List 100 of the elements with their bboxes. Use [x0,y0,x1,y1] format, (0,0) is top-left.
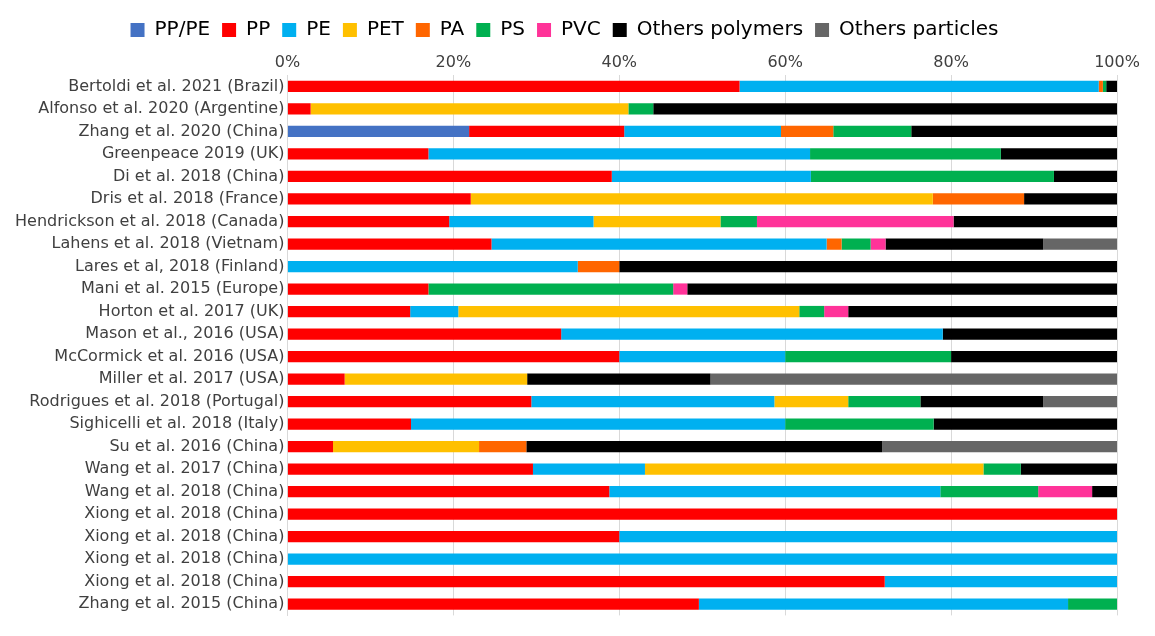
bar [287,418,412,430]
bar [810,148,1001,160]
bar [287,485,610,498]
bar [577,260,620,273]
legend-label: PVC [561,16,601,41]
y-tick-label: Bertoldi et al. 2021 (Brazil) [68,75,285,95]
y-tick-label: Alfonso et al. 2020 (Argentine) [38,98,285,118]
bar [644,463,984,475]
y-tick-label: Xiong et al. 2018 (China) [84,525,285,545]
bar [824,305,849,318]
bar [411,418,786,430]
bar [1106,80,1117,93]
bar [287,463,533,475]
bar [848,305,1117,318]
bar [1020,463,1117,475]
bar [774,395,849,408]
bar [527,373,711,385]
bar [1053,170,1117,183]
bar [698,598,1069,610]
bar [287,283,429,295]
bar [1038,485,1093,498]
y-tick-label: Sighicelli et al. 2018 (Italy) [69,413,285,433]
bar [609,485,941,498]
bar [785,350,952,363]
bar [611,170,811,183]
y-tick-label: Su et al. 2016 (China) [109,435,285,455]
y-tick-label: Wang et al. 2018 (China) [84,480,285,500]
bar [532,463,645,475]
y-tick-label: Hendrickson et al. 2018 (Canada) [15,210,285,230]
bar [428,148,811,160]
x-tick-label: 100% [1094,51,1140,71]
legend-label: PE [306,16,331,41]
bar [287,103,311,115]
bar [848,395,921,408]
x-tick-label: 60% [767,51,803,71]
legend-label: PET [366,16,405,41]
bar [410,305,459,318]
bar [911,125,1117,138]
bar [720,215,757,228]
y-tick-label: Greenpeace 2019 (UK) [101,143,285,163]
bar [619,530,1117,543]
bar [940,485,1039,498]
bar [287,598,699,610]
bar [1068,598,1117,610]
bar [287,328,562,340]
bar [1000,148,1117,160]
bar [458,305,800,318]
bar [287,530,620,543]
bar [624,125,782,138]
bar [687,283,1117,295]
bar [1024,193,1117,205]
bar [942,328,1117,340]
bar [287,440,334,453]
y-tick-label: Mani et al. 2015 (Europe) [80,278,285,298]
bar [885,238,1044,250]
bar [841,238,871,250]
bar [287,170,612,183]
legend-label: Others particles [839,16,999,41]
bar [333,440,480,453]
bar [287,148,429,160]
bar [951,350,1117,363]
bar [479,440,527,453]
bar [561,328,943,340]
bar [882,440,1117,453]
bar [826,238,842,250]
x-tick-label: 0% [274,51,301,71]
bar [1098,80,1103,93]
y-tick-label: Lares et al, 2018 (Finland) [75,255,285,275]
bar [287,576,885,588]
bar [287,238,492,250]
bar [799,305,825,318]
y-tick-label: Dris et al. 2018 (France) [90,188,285,208]
y-tick-label: McCormick et al. 2016 (USA) [54,345,285,365]
bar [983,463,1021,475]
bar [781,125,834,138]
bar [619,260,1117,273]
y-tick-label: Mason et al., 2016 (USA) [85,323,285,343]
bar [932,193,1025,205]
bar [1043,238,1117,250]
bar [739,80,1099,93]
bar [628,103,654,115]
bar [470,193,933,205]
y-tick-label: Rodrigues et al. 2018 (Portugal) [29,390,285,410]
legend-label: PP [246,16,271,41]
bar [287,260,578,273]
bar [310,103,629,115]
legend-label: PS [500,16,526,41]
bar [870,238,886,250]
bar [593,215,721,228]
bar [673,283,688,295]
bar [287,508,1117,520]
y-tick-label: Xiong et al. 2018 (China) [84,503,285,523]
y-tick-label: Lahens et al. 2018 (Vietnam) [51,233,285,253]
y-tick-label: Wang et al. 2017 (China) [84,458,285,478]
bar [287,395,532,408]
bar [1092,485,1117,498]
y-tick-label: Di et al. 2018 (China) [112,165,285,185]
y-tick-label: Horton et al. 2017 (UK) [98,300,285,320]
bar [287,373,345,385]
bar [756,215,954,228]
